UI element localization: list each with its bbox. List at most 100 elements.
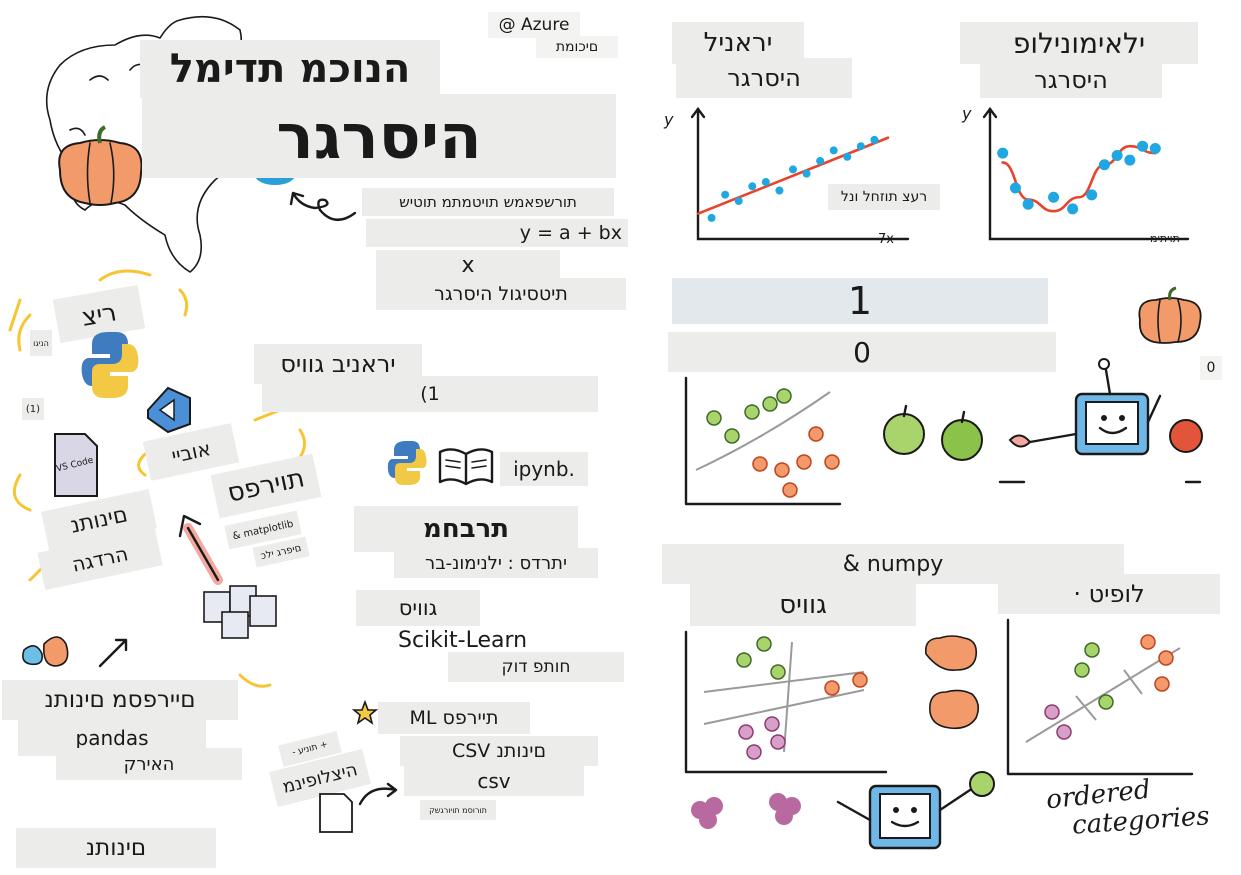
data-point xyxy=(1086,189,1098,201)
formula-caption: תורשפאמש תויטמתמ תוטיש xyxy=(362,188,614,216)
pumpkins-middle-illustration xyxy=(924,635,980,730)
title-line-1: הנוכמ תדימל xyxy=(140,40,440,98)
sticky-line-1-text: + תוניע - xyxy=(291,739,329,759)
data-point xyxy=(843,152,852,161)
visual-studio-icon xyxy=(147,386,191,434)
azure-sub-text: םיכומת xyxy=(555,39,599,55)
multi-grapes xyxy=(738,716,786,760)
chart-axes xyxy=(988,107,1190,241)
ordinal-title: לופיט · xyxy=(998,574,1220,614)
binary-zero-text: 0 xyxy=(853,335,871,369)
formula-caption-text: תורשפאמש תויטמתמ תוטיש xyxy=(399,193,577,211)
linear-chart-title-text: יראניל xyxy=(703,28,773,58)
multi-title-text: גוויס xyxy=(779,590,827,620)
linear-chart-title: יראניל xyxy=(672,22,804,64)
data-bottom-title: םינותנ xyxy=(16,828,216,868)
poly-chart-title-text: ילאימונילופ xyxy=(1012,26,1146,60)
data-point xyxy=(1048,191,1060,203)
csv-label: csv xyxy=(404,766,584,796)
prep-label-text: האירק xyxy=(123,753,175,775)
binary-one-text: 1 xyxy=(847,279,873,323)
setup-tiny-1: הניגו xyxy=(30,330,52,356)
data-clean-title-text: םיירפסמ םינותנ xyxy=(44,687,196,713)
linear-chart-ylabel: y xyxy=(664,110,673,129)
data-point xyxy=(1098,159,1110,171)
green-apples-illustration xyxy=(883,404,983,461)
classify-label-text: גוויס xyxy=(398,596,438,620)
recipe-title: תרבחמ xyxy=(354,506,578,552)
environment-label-text: אוביי xyxy=(169,436,213,468)
small-pumpkins-illustration xyxy=(22,636,128,668)
data-point xyxy=(1009,182,1021,194)
data-point xyxy=(1124,154,1136,166)
data-point xyxy=(789,165,797,174)
notebook-ext-text: ipynb. xyxy=(513,457,575,481)
azure-label: @ Azure xyxy=(488,12,580,38)
linear-chart-sub-text: היסרגר xyxy=(727,64,801,92)
binary-one: 1 xyxy=(672,278,1048,324)
csv-label-text: csv xyxy=(477,769,511,793)
binary-red-pumpkins xyxy=(752,426,840,498)
poly-chart-sub: היסרגר xyxy=(980,62,1162,98)
linear-chart-sub: היסרגר xyxy=(676,58,852,98)
ml-libs-tiny-text: תורוסמ תויורגשק xyxy=(429,805,487,815)
data-point xyxy=(829,146,838,155)
data-point xyxy=(997,147,1009,159)
notebook-ext: ipynb. xyxy=(500,452,588,486)
poly-chart-xlabel-text: תויתימ xyxy=(1150,232,1180,245)
multi-red-pumpkins xyxy=(824,672,868,696)
setup-tiny-1-text: הניגו xyxy=(33,338,49,348)
poly-chart-ylabel: y xyxy=(962,104,971,123)
chart-axes xyxy=(696,107,910,241)
logistic-label-text: תיטסיגול היסרגר xyxy=(434,283,568,305)
data-point xyxy=(1149,143,1161,155)
poly-chart-sub-text: היסרגר xyxy=(1034,66,1108,94)
pandas-label-text: pandas xyxy=(75,726,149,750)
sklearn-label-text: Scikit-Learn xyxy=(398,628,528,653)
setup-title-text: ריצ xyxy=(79,296,119,332)
linear-build-step: (1 xyxy=(262,376,598,412)
title-line-2-text: היסרגר xyxy=(276,99,482,173)
fit-line xyxy=(696,136,890,215)
data-point xyxy=(775,186,784,195)
data-point xyxy=(761,178,770,187)
csv-data-label-text: םינותנ CSV xyxy=(451,740,547,762)
vscode-file-icon xyxy=(54,433,98,497)
visualize-sub-text: םיפרג ילכ xyxy=(259,542,303,562)
data-point xyxy=(1022,198,1034,210)
numpy-box-text: & numpy xyxy=(842,551,944,577)
python-logo-small-icon xyxy=(387,441,427,485)
title-line-1-text: הנוכמ תדימל xyxy=(169,46,411,92)
multi-title: גוויס xyxy=(690,584,916,626)
poly-chart-ylabel-text: y xyxy=(962,104,972,123)
linear-chart-xlabel: 7x xyxy=(878,232,894,247)
ordinal-title-text: לופיט · xyxy=(1073,580,1145,608)
ordinal-pumpkins xyxy=(1140,634,1174,692)
robot-icon xyxy=(998,358,1203,484)
python-logo-icon xyxy=(81,332,139,398)
linear-build-title-text: יראניב גוויס xyxy=(280,350,396,378)
up-arrow-icon xyxy=(178,514,223,585)
linear-chart-xlabel-text: 7x xyxy=(878,232,894,247)
linear-chart-note: רעצ תוזחל ונל xyxy=(828,184,940,210)
formula: y = a + bx xyxy=(366,219,628,247)
classify-label: גוויס xyxy=(356,590,480,626)
poly-chart-xlabel: תויתימ xyxy=(1150,232,1180,245)
x-mark-text: x xyxy=(461,252,475,278)
notebooks-label-2-text: הרדגה xyxy=(69,541,131,577)
binary-zero-small: 0 xyxy=(1200,356,1222,380)
ml-libs-title: תיירפס ML xyxy=(378,702,530,734)
binary-classification-chart xyxy=(684,376,842,506)
sklearn-label: Scikit-Learn xyxy=(398,628,527,653)
logistic-label: תיטסיגול היסרגר xyxy=(376,278,626,310)
data-point xyxy=(734,197,743,206)
data-point xyxy=(1111,149,1123,161)
linear-chart-ylabel-text: y xyxy=(664,110,674,129)
data-point xyxy=(870,135,879,144)
recipe-line2-text: יתרדס : ילנימונ-בר xyxy=(425,552,567,574)
binary-zero: 0 xyxy=(668,332,1056,372)
setup-tiny-2: (1) xyxy=(22,398,44,420)
data-point xyxy=(721,190,730,199)
document-icon xyxy=(319,793,353,833)
data-bottom-title-text: םינותנ xyxy=(85,835,147,861)
